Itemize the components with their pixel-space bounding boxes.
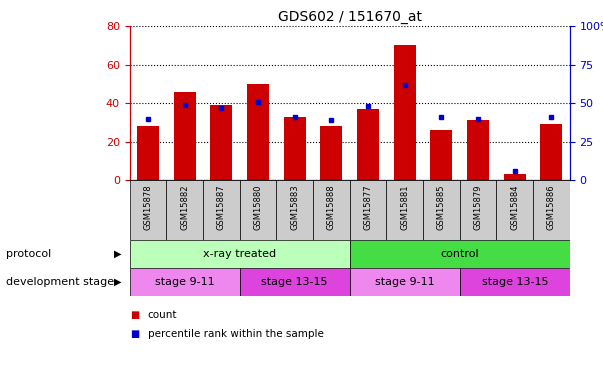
Bar	[240, 268, 350, 296]
Text: GSM15882: GSM15882	[180, 184, 189, 230]
Text: ▶: ▶	[114, 277, 121, 287]
Text: ■: ■	[130, 329, 139, 339]
Text: GSM15888: GSM15888	[327, 184, 336, 230]
Bar	[467, 120, 489, 180]
Bar	[387, 180, 423, 240]
Text: percentile rank within the sample: percentile rank within the sample	[148, 329, 324, 339]
Text: ▶: ▶	[114, 249, 121, 259]
Bar	[137, 126, 159, 180]
Text: stage 9-11: stage 9-11	[375, 277, 435, 287]
Text: GSM15886: GSM15886	[547, 184, 556, 230]
Title: GDS602 / 151670_at: GDS602 / 151670_at	[278, 10, 421, 24]
Text: stage 13-15: stage 13-15	[482, 277, 548, 287]
Bar	[174, 92, 195, 180]
Bar	[166, 180, 203, 240]
Bar	[247, 84, 269, 180]
Bar	[320, 126, 343, 180]
Bar	[533, 180, 570, 240]
Bar	[350, 180, 387, 240]
Bar	[540, 124, 563, 180]
Text: GSM15877: GSM15877	[364, 184, 373, 230]
Text: count: count	[148, 310, 177, 320]
Text: GSM15887: GSM15887	[217, 184, 226, 230]
Text: ■: ■	[130, 310, 139, 320]
Text: GSM15879: GSM15879	[473, 184, 482, 230]
Text: GSM15881: GSM15881	[400, 184, 409, 230]
Bar	[350, 268, 459, 296]
Text: GSM15878: GSM15878	[144, 184, 153, 230]
Bar	[459, 180, 496, 240]
Text: GSM15884: GSM15884	[510, 184, 519, 230]
Bar	[276, 180, 313, 240]
Bar	[130, 268, 240, 296]
Text: stage 9-11: stage 9-11	[155, 277, 215, 287]
Text: control: control	[440, 249, 479, 259]
Bar	[459, 268, 570, 296]
Bar	[313, 180, 350, 240]
Bar	[357, 109, 379, 180]
Text: development stage: development stage	[6, 277, 114, 287]
Bar	[431, 130, 452, 180]
Bar	[504, 174, 526, 180]
Text: GSM15880: GSM15880	[253, 184, 262, 230]
Text: protocol: protocol	[6, 249, 51, 259]
Bar	[130, 180, 166, 240]
Bar	[130, 240, 350, 268]
Text: stage 13-15: stage 13-15	[262, 277, 328, 287]
Bar	[240, 180, 276, 240]
Text: GSM15883: GSM15883	[290, 184, 299, 230]
Bar	[423, 180, 459, 240]
Bar	[203, 180, 240, 240]
Bar	[394, 45, 416, 180]
Bar	[284, 117, 306, 180]
Text: x-ray treated: x-ray treated	[203, 249, 276, 259]
Bar	[350, 240, 570, 268]
Bar	[210, 105, 232, 180]
Text: GSM15885: GSM15885	[437, 184, 446, 230]
Bar	[496, 180, 533, 240]
